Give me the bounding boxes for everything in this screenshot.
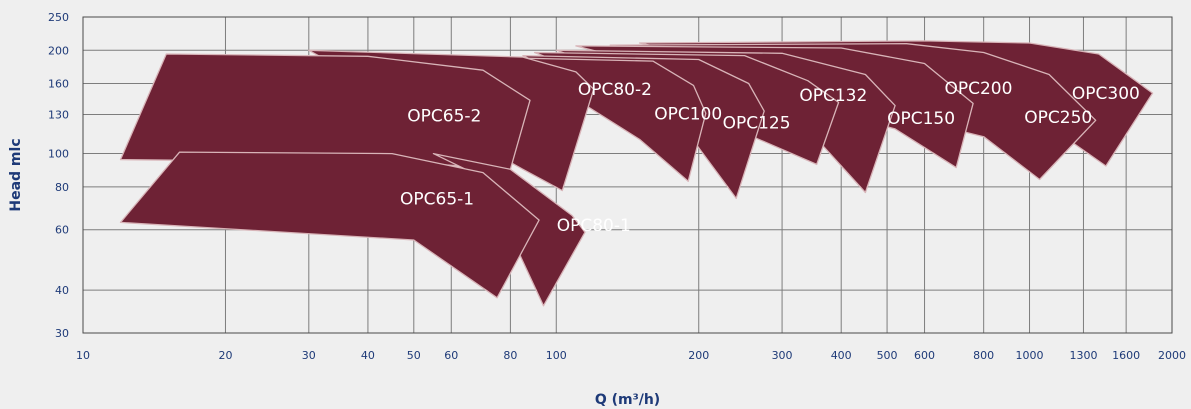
region-label-opc200: OPC200 bbox=[944, 79, 1012, 99]
region-opc65-1 bbox=[119, 151, 540, 299]
y-tick-label: 80 bbox=[55, 181, 69, 194]
region-label-opc65-1: OPC65-1 bbox=[400, 189, 474, 209]
region-label-opc125: OPC125 bbox=[723, 114, 791, 134]
region-label-opc65-2: OPC65-2 bbox=[407, 107, 481, 127]
x-tick-label: 800 bbox=[973, 349, 994, 362]
y-tick-label: 130 bbox=[48, 108, 69, 121]
region-opc65-2 bbox=[119, 53, 531, 170]
region-opc250 bbox=[609, 43, 1097, 181]
y-tick-labels: 30 40 60 80 100 130 160 200 250 bbox=[48, 11, 69, 340]
y-tick-label: 200 bbox=[48, 44, 69, 57]
x-tick-label: 80 bbox=[503, 349, 517, 362]
region-label-opc150: OPC150 bbox=[887, 109, 955, 129]
y-tick-label: 30 bbox=[55, 327, 69, 340]
y-tick-label: 160 bbox=[48, 78, 69, 91]
y-axis-label: Head mlc bbox=[8, 138, 24, 211]
region-labels: OPC300 OPC250 OPC200 OPC150 OPC132 OPC125OPC1… bbox=[400, 79, 1140, 236]
region-label-opc100: OPC100 bbox=[654, 104, 722, 124]
x-tick-label: 100 bbox=[546, 349, 567, 362]
x-tick-label: 300 bbox=[772, 349, 793, 362]
x-tick-label: 2000 bbox=[1158, 349, 1186, 362]
x-tick-label: 200 bbox=[688, 349, 709, 362]
region-opc100 bbox=[509, 57, 707, 182]
region-label-opc132: OPC132 bbox=[799, 86, 867, 106]
pump-regions bbox=[119, 40, 1154, 307]
y-tick-label: 60 bbox=[55, 224, 69, 237]
x-tick-label: 500 bbox=[877, 349, 898, 362]
x-tick-label: 1600 bbox=[1112, 349, 1140, 362]
x-tick-label: 1000 bbox=[1016, 349, 1044, 362]
x-tick-label: 50 bbox=[407, 349, 421, 362]
region-label-opc80-1: OPC80-1 bbox=[557, 216, 631, 236]
x-tick-label: 40 bbox=[361, 349, 375, 362]
x-tick-label: 600 bbox=[914, 349, 935, 362]
x-tick-label: 400 bbox=[831, 349, 852, 362]
y-tick-label: 250 bbox=[48, 11, 69, 24]
x-tick-label: 20 bbox=[218, 349, 232, 362]
region-label-opc80-2: OPC80-2 bbox=[578, 80, 652, 100]
x-axis-label: Q (m³/h) bbox=[595, 392, 660, 408]
x-tick-labels: 10 20 30 40 50 60 80 100 200 300 400 500 600 800 1000 1… bbox=[76, 349, 1186, 362]
region-label-opc300: OPC300 bbox=[1072, 84, 1140, 104]
region-opc200 bbox=[575, 45, 974, 169]
y-tick-label: 40 bbox=[55, 284, 69, 297]
x-tick-label: 10 bbox=[76, 349, 90, 362]
x-tick-label: 1300 bbox=[1069, 349, 1097, 362]
plot-frame bbox=[82, 16, 1173, 334]
y-tick-label: 100 bbox=[48, 148, 69, 161]
x-tick-label: 60 bbox=[444, 349, 458, 362]
x-tick-label: 30 bbox=[302, 349, 316, 362]
region-label-opc250: OPC250 bbox=[1024, 108, 1092, 128]
